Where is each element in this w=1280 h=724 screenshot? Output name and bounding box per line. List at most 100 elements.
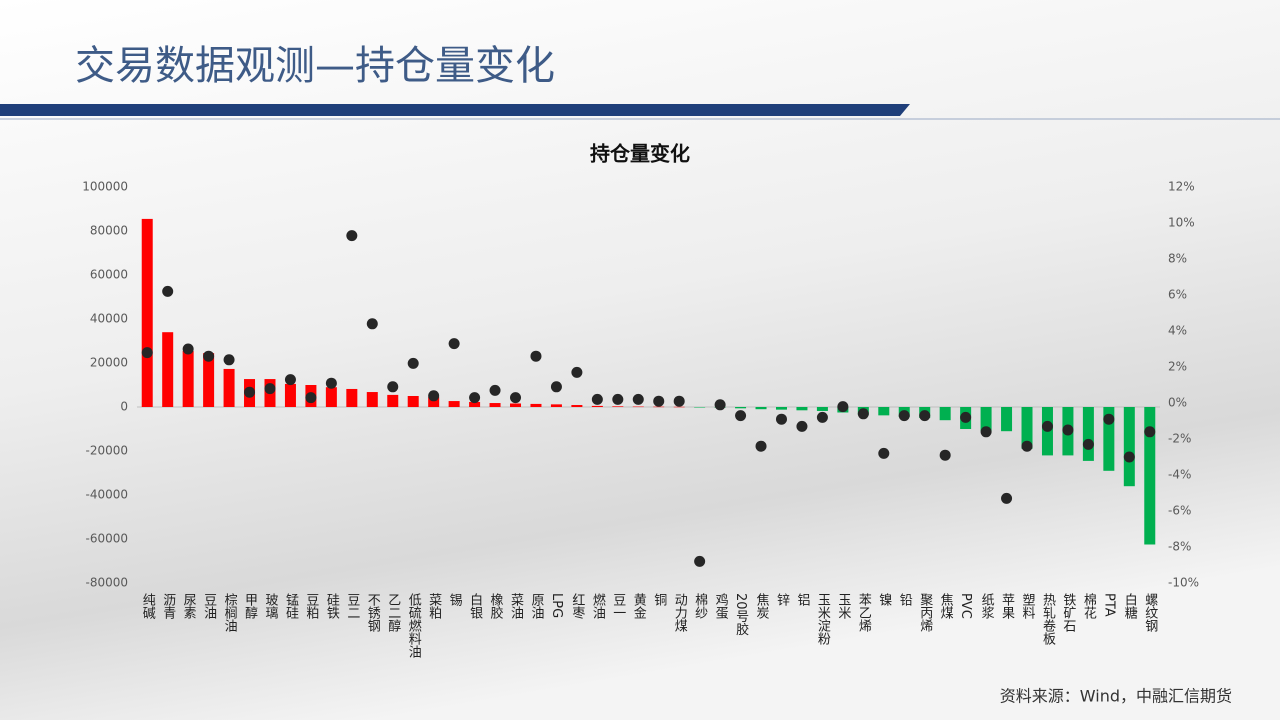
dot xyxy=(284,374,296,386)
y-tick-label: -20000 xyxy=(85,444,128,458)
x-tick-label: 红枣 xyxy=(569,592,585,619)
dot xyxy=(489,384,501,396)
x-tick-label: 铅 xyxy=(897,593,913,606)
x-tick-label: 燃油 xyxy=(590,592,606,619)
x-tick-label: 豆一 xyxy=(610,593,626,619)
x-tick-label: 锡 xyxy=(447,593,463,606)
dot xyxy=(203,350,215,362)
bar xyxy=(632,406,644,408)
dot xyxy=(162,285,174,297)
dot xyxy=(448,338,460,350)
x-tick-label: 甲醇 xyxy=(242,593,258,619)
y-tick-label: 60000 xyxy=(90,268,128,282)
x-tick-label: PVC xyxy=(958,593,973,619)
bar xyxy=(489,403,501,407)
bar xyxy=(1144,407,1156,545)
x-tick-label: 铝 xyxy=(794,593,810,606)
dot xyxy=(1144,426,1156,438)
bar xyxy=(878,407,890,416)
y2-tick-label: 4% xyxy=(1168,324,1187,338)
x-tick-label: 动力煤 xyxy=(672,593,688,632)
x-tick-label: 白银 xyxy=(467,592,483,619)
dot xyxy=(325,377,337,389)
x-tick-label: 豆油 xyxy=(201,593,217,619)
y-tick-label: 40000 xyxy=(90,312,128,326)
bar xyxy=(407,396,419,407)
y2-tick-label: -2% xyxy=(1168,432,1191,446)
bar xyxy=(366,392,378,407)
dot xyxy=(735,410,747,422)
y-tick-label: 20000 xyxy=(90,356,128,370)
dot xyxy=(673,395,685,407)
y2-tick-label: 10% xyxy=(1168,216,1195,230)
dot xyxy=(653,395,665,407)
x-tick-label: 尿素 xyxy=(181,593,197,619)
y2-tick-label: 2% xyxy=(1168,360,1187,374)
bar xyxy=(939,407,951,421)
bar xyxy=(1021,407,1033,449)
x-tick-label: 铜 xyxy=(651,593,667,606)
bar xyxy=(203,353,215,407)
dot xyxy=(898,410,910,422)
x-tick-label: 菜粕 xyxy=(426,593,442,619)
x-tick-label: 锌 xyxy=(774,593,790,606)
dot xyxy=(919,410,931,422)
y-tick-label: 100000 xyxy=(82,180,128,194)
y2-tick-label: 8% xyxy=(1168,252,1187,266)
x-tick-label: 玉米 xyxy=(835,593,851,619)
bar xyxy=(469,401,481,407)
slide-title: 交易数据观测—持仓量变化 xyxy=(75,43,555,89)
dot xyxy=(612,393,624,405)
bar xyxy=(591,405,603,407)
bar xyxy=(796,407,808,411)
x-tick-label: 不锈钢 xyxy=(365,593,381,633)
bar xyxy=(1123,407,1135,487)
x-tick-label: 沥青 xyxy=(160,593,176,619)
x-tick-label: 苯乙烯 xyxy=(856,593,872,632)
bar xyxy=(980,407,992,432)
bar xyxy=(530,403,542,407)
x-tick-label: 锰硅 xyxy=(283,593,299,619)
dot xyxy=(714,399,726,411)
dot xyxy=(223,354,235,366)
x-tick-label: 橡胶 xyxy=(488,593,504,620)
bar xyxy=(755,407,767,410)
dot xyxy=(305,392,317,404)
bar xyxy=(1103,407,1115,471)
bar xyxy=(673,406,685,408)
x-tick-label: 20号胶 xyxy=(733,593,749,637)
dot xyxy=(960,411,972,423)
y-tick-label: -80000 xyxy=(85,576,128,590)
bar xyxy=(387,394,399,407)
source-note: 资料来源：Wind，中融汇信期货 xyxy=(1000,687,1232,706)
dot xyxy=(571,366,583,378)
dot xyxy=(244,386,256,398)
dot xyxy=(632,393,644,405)
y2-tick-label: 0% xyxy=(1168,396,1187,410)
dot xyxy=(387,381,399,393)
y2-tick-label: -8% xyxy=(1168,540,1191,554)
dot xyxy=(1082,438,1094,450)
x-tick-label: 棉花 xyxy=(1081,593,1097,620)
dot xyxy=(428,390,440,402)
x-tick-label: 镍 xyxy=(876,593,892,606)
dot xyxy=(1021,440,1033,452)
y2-tick-label: -4% xyxy=(1168,468,1191,482)
bar xyxy=(550,404,562,407)
x-tick-label: LPG xyxy=(549,593,564,618)
bar xyxy=(346,388,358,407)
y2-tick-label: 6% xyxy=(1168,288,1187,302)
bar xyxy=(141,218,153,407)
x-tick-label: 玉米淀粉 xyxy=(815,593,831,645)
dot xyxy=(837,401,849,413)
y-tick-label: -60000 xyxy=(85,532,128,546)
dot xyxy=(775,413,787,425)
dot xyxy=(510,392,522,404)
x-tick-label: 玻璃 xyxy=(262,593,278,619)
y-tick-label: 0 xyxy=(120,400,128,414)
x-tick-label: 棕榈油 xyxy=(222,593,238,632)
bar xyxy=(182,350,194,407)
x-tick-label: 鸡蛋 xyxy=(713,592,729,620)
x-tick-label: 黄金 xyxy=(631,593,647,619)
